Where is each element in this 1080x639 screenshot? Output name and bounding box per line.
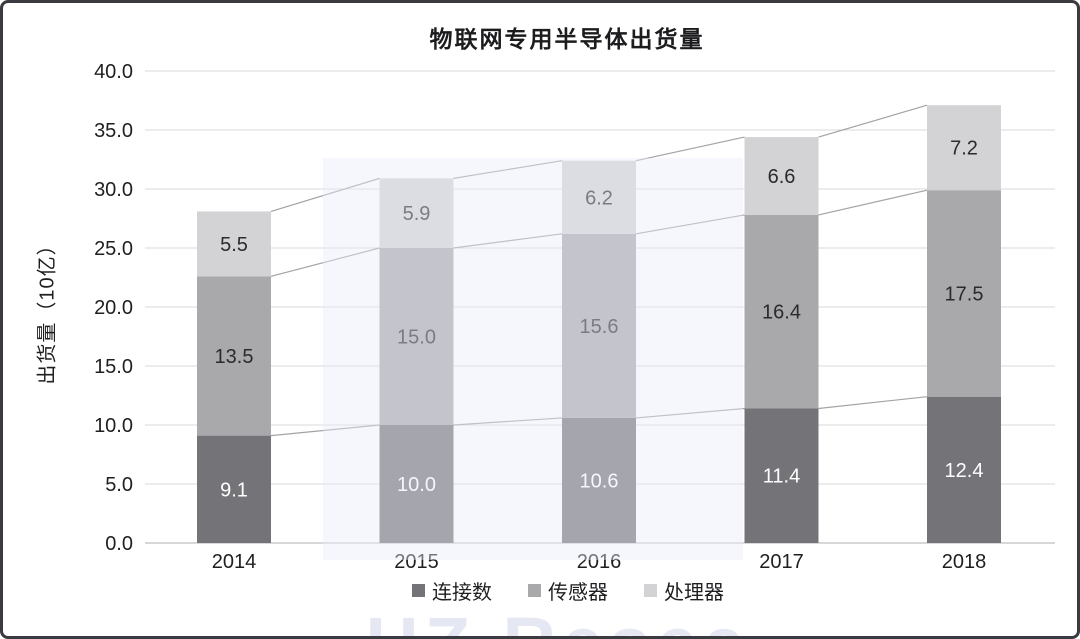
y-tick-label: 10.0 — [94, 415, 133, 437]
data-label: 17.5 — [945, 283, 984, 305]
y-tick-label: 20.0 — [94, 297, 133, 319]
bar-segment-处理器-2014 — [197, 211, 271, 277]
legend-item-连接数: 连接数 — [412, 576, 492, 605]
legend-marker — [528, 584, 541, 597]
bar-segment-传感器-2017 — [744, 214, 819, 409]
legend-label: 处理器 — [664, 582, 724, 604]
series-connector-line — [270, 177, 380, 212]
y-tick-label: 15.0 — [94, 356, 133, 378]
series-connector-line — [635, 214, 745, 235]
bar-segment-传感器-2018 — [927, 190, 1001, 397]
series-connector-line — [453, 417, 563, 426]
data-label: 6.6 — [768, 166, 796, 188]
legend-marker — [644, 584, 657, 597]
x-tick-label: 2017 — [759, 551, 804, 573]
data-label: 10.6 — [580, 470, 619, 492]
bar-segment-处理器-2017 — [744, 137, 819, 215]
data-label: 7.2 — [950, 138, 978, 160]
bar-segment-连接数-2014 — [197, 435, 271, 543]
chart-title: 物联网专用半导体出货量 — [429, 26, 705, 52]
y-tick-label: 35.0 — [94, 120, 133, 142]
x-tick-label: 2016 — [577, 551, 622, 573]
series-connector-line — [635, 407, 745, 419]
data-label: 15.6 — [580, 316, 619, 338]
series-connector-line — [635, 136, 745, 162]
y-tick-label: 40.0 — [94, 61, 133, 83]
series-connector-line — [818, 104, 928, 138]
stacked-bar-chart: 0.0 5.0 10.0 15.0 20.0 25.0 30.0 35.0 40.0 9.1 13.… — [94, 61, 1055, 573]
data-label: 9.1 — [220, 479, 248, 501]
bar-segment-处理器-2018 — [927, 105, 1001, 191]
y-tick-label: 25.0 — [94, 238, 133, 260]
bar-segment-连接数-2018 — [927, 396, 1001, 543]
bar-segment-处理器-2016 — [562, 160, 636, 234]
bar-segment-连接数-2017 — [744, 408, 819, 543]
bar-segment-处理器-2015 — [379, 178, 454, 248]
data-label: 11.4 — [763, 466, 800, 488]
x-tick-label: 2015 — [394, 551, 439, 573]
bar-segment-传感器-2016 — [562, 233, 636, 418]
data-label: 6.2 — [585, 187, 613, 209]
data-label: 12.4 — [945, 460, 984, 482]
series-connector-line — [270, 424, 380, 437]
series-connector-line — [453, 160, 563, 179]
data-label: 13.5 — [215, 346, 254, 368]
legend-item-处理器: 处理器 — [644, 576, 724, 605]
legend-item-传感器: 传感器 — [528, 576, 608, 605]
data-label: 5.5 — [220, 234, 248, 256]
series-connector-line — [818, 396, 928, 410]
data-label: 5.9 — [403, 203, 431, 225]
legend-label: 连接数 — [432, 582, 492, 604]
series-connector-line — [453, 233, 563, 249]
data-label: 16.4 — [762, 302, 801, 324]
data-label: 15.0 — [397, 327, 436, 349]
bar-segment-传感器-2014 — [197, 276, 271, 436]
bar-segment-连接数-2015 — [379, 425, 454, 543]
y-tick-label: 30.0 — [94, 179, 133, 201]
legend-label: 传感器 — [548, 582, 608, 604]
data-label: 10.0 — [397, 474, 436, 496]
y-tick-label: 0.0 — [105, 533, 133, 555]
y-tick-label: 5.0 — [105, 474, 133, 496]
bar-segment-传感器-2015 — [379, 248, 454, 425]
legend-marker — [412, 584, 425, 597]
series-connector-line — [270, 247, 380, 277]
x-tick-label: 2014 — [212, 551, 257, 573]
chart-legend: 连接数 传感器 处理器 — [31, 576, 1077, 605]
series-connector-line — [818, 189, 928, 216]
x-tick-label: 2018 — [942, 551, 987, 573]
bar-segment-连接数-2016 — [562, 417, 636, 543]
